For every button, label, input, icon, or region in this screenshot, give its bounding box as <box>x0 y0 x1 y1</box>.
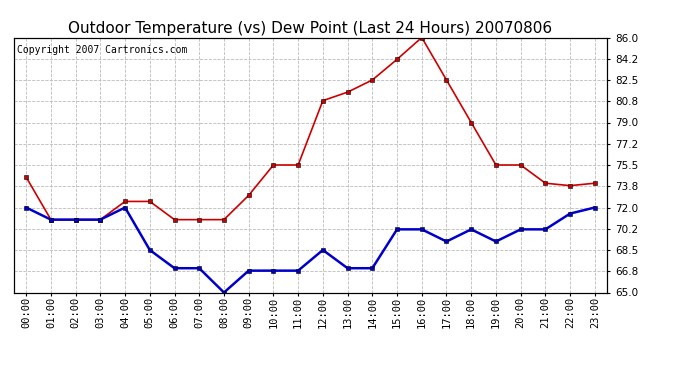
Title: Outdoor Temperature (vs) Dew Point (Last 24 Hours) 20070806: Outdoor Temperature (vs) Dew Point (Last… <box>68 21 553 36</box>
Text: Copyright 2007 Cartronics.com: Copyright 2007 Cartronics.com <box>17 45 187 55</box>
